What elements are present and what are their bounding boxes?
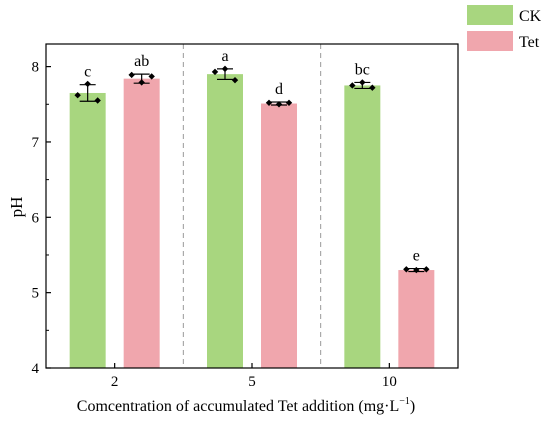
replicate-point [211,68,219,76]
y-axis-label: pH [7,197,26,218]
replicate-point [128,71,135,79]
x-tick-label: 5 [248,374,256,390]
plot-area: c a bc ab d e [45,43,459,369]
x-tick-label: 10 [382,374,397,390]
replicate-point [84,80,91,88]
bar-ck-10 [344,85,381,368]
bar-tet-10 [398,270,435,368]
legend: CK Tet [467,5,542,51]
replicate-point [413,266,420,274]
replicate-point [231,76,239,84]
legend-swatch-ck [467,5,513,25]
significance-letter: ab [134,53,149,70]
significance-letter: a [221,48,228,65]
y-tick-label: 8 [32,60,40,76]
legend-label-ck: CK [519,8,542,25]
y-tick-label: 7 [32,135,40,151]
legend-swatch-tet [467,31,513,51]
y-tick-label: 6 [32,210,40,226]
bar-tet-5 [261,103,297,369]
x-tick-label: 2 [111,374,119,390]
x-axis-label-close: ) [410,398,415,415]
bar-tet-2 [123,78,160,368]
bar-ck-5 [207,74,243,369]
x-axis-label-sup: −1 [399,396,410,407]
replicate-point [369,84,376,91]
x-axis-label-main: Comcentration of accumulated Tet additio… [77,398,399,415]
bar-ck-2 [69,92,106,368]
replicate-point [349,82,356,89]
replicate-point [285,99,293,106]
significance-letter: d [275,81,283,98]
x-axis-label: Comcentration of accumulated Tet additio… [77,396,415,415]
replicate-point [359,79,366,86]
replicate-point [148,73,155,80]
replicate-point [94,97,101,104]
significance-letter: e [413,248,420,265]
replicate-point [138,79,145,86]
legend-label-tet: Tet [519,34,540,51]
replicate-point [423,266,430,273]
significance-letter: bc [355,61,370,78]
x-axis: 2 5 10 [111,363,397,390]
plot-frame [45,43,459,369]
replicate-point [74,92,81,99]
y-tick-label: 4 [32,361,40,377]
replicate-point [221,65,229,73]
replicate-point [275,101,283,108]
y-axis: 4 5 6 7 8 [32,60,51,377]
significance-letter: c [84,64,91,81]
replicate-point [403,266,410,273]
replicate-point [265,99,273,106]
y-tick-label: 5 [32,286,40,302]
